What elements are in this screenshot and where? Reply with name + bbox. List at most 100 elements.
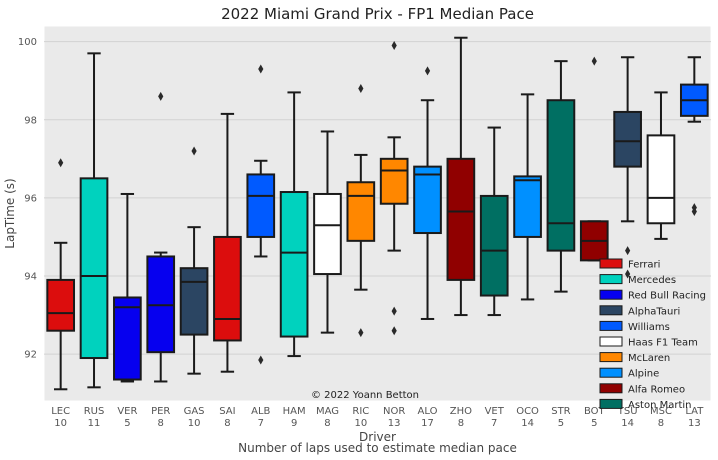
box-bot <box>579 56 609 262</box>
box-iqr <box>479 194 509 297</box>
x-tick-laps: 9 <box>291 418 297 429</box>
legend-label: Mercedes <box>628 275 676 286</box>
legend-item: Haas F1 Team <box>599 336 698 349</box>
x-tick-label: BOT <box>584 406 606 417</box>
box-iqr <box>113 296 142 381</box>
x-tick-laps: 7 <box>491 418 497 429</box>
legend-item: Alpine <box>599 367 659 380</box>
box-iqr <box>46 278 76 332</box>
x-tick-label: GAS <box>184 406 205 417</box>
legend-item: Ferrari <box>599 258 660 271</box>
x-tick-label: HAM <box>283 406 306 417</box>
y-tick-labels: 92 94 96 98 100 <box>18 37 37 361</box>
box-iqr <box>613 110 642 168</box>
x-tick-laps: 8 <box>158 418 164 429</box>
x-tick-laps: 5 <box>558 418 564 429</box>
x-tick-label: ALB <box>251 406 270 417</box>
outlier-marker <box>391 306 397 316</box>
outlier-marker <box>625 269 631 279</box>
legend-swatch <box>599 274 623 285</box>
x-tick-laps: 10 <box>54 418 67 429</box>
box-mag <box>313 130 342 334</box>
box-lat <box>679 56 709 217</box>
x-tick-label: OCO <box>516 406 539 417</box>
y-tick-label: 98 <box>24 115 37 126</box>
box-iqr <box>313 192 342 276</box>
x-tick-label: PER <box>151 406 170 417</box>
legend-label: Alfa Romeo <box>628 384 685 395</box>
x-tick-laps: 14 <box>621 418 634 429</box>
x-tick-label: ALO <box>418 406 438 417</box>
x-tick-labels: LEC10RUS11VER5PER8GAS10SAI8ALB7HAM9MAG8R… <box>51 406 704 429</box>
x-axis-sublabel: Number of laps used to estimate median p… <box>238 441 517 455</box>
legend-item: McLaren <box>599 352 670 364</box>
x-tick-label: LAT <box>685 406 704 417</box>
box-iqr <box>79 177 109 360</box>
x-tick-label: RUS <box>84 406 105 417</box>
x-tick-label: MAG <box>316 406 339 417</box>
box-alb <box>246 64 276 365</box>
x-tick-laps: 5 <box>124 418 130 429</box>
box-str <box>546 60 576 293</box>
x-tick-laps: 8 <box>658 418 664 429</box>
legend-label: McLaren <box>628 353 670 364</box>
legend-swatch <box>599 305 623 316</box>
outlier-marker <box>258 355 264 365</box>
box-tsu <box>613 56 642 279</box>
box-vet <box>479 126 509 317</box>
legend-label: AlphaTauri <box>628 306 680 317</box>
legend-label: Ferrari <box>628 260 660 271</box>
y-tick-label: 94 <box>24 272 37 283</box>
outlier-marker <box>591 56 597 66</box>
y-tick-label: 100 <box>18 37 37 48</box>
x-tick-laps: 5 <box>591 418 597 429</box>
legend-item: Red Bull Racing <box>599 289 706 302</box>
x-tick-label: TSU <box>617 406 638 417</box>
legend-label: Aston Martin <box>628 400 692 411</box>
box-iqr <box>513 175 542 238</box>
box-rus <box>79 52 109 389</box>
x-tick-label: SAI <box>219 406 235 417</box>
outlier-marker <box>625 246 631 256</box>
box-sai <box>213 112 242 373</box>
x-tick-label: VER <box>117 406 137 417</box>
x-tick-laps: 7 <box>258 418 264 429</box>
box-zho <box>446 36 476 317</box>
x-axis-label: Driver <box>359 430 396 444</box>
x-tick-laps: 8 <box>324 418 330 429</box>
legend-item: Alfa Romeo <box>599 383 685 395</box>
outlier-marker <box>358 328 364 338</box>
box-iqr <box>646 134 676 225</box>
legend-item: Aston Martin <box>599 398 692 411</box>
box-oco <box>513 93 542 301</box>
legend: Ferrari Mercedes Red Bull Racing AlphaTauri… <box>599 258 706 411</box>
box-iqr <box>179 267 209 336</box>
x-tick-label: MSC <box>650 406 672 417</box>
outlier-marker <box>691 207 697 217</box>
legend-item: Mercedes <box>599 274 676 286</box>
x-tick-label: LEC <box>51 406 70 417</box>
legend-label: Red Bull Racing <box>628 291 706 302</box>
legend-item: Williams <box>599 320 670 333</box>
box-alo <box>413 66 442 320</box>
box-msc <box>646 91 676 240</box>
box-iqr <box>413 165 442 235</box>
legend-swatch <box>599 367 623 378</box>
legend-item: AlphaTauri <box>599 305 680 317</box>
x-tick-laps: 10 <box>354 418 367 429</box>
y-axis-label: LapTime (s) <box>3 178 17 248</box>
legend-swatch <box>599 320 623 331</box>
legend-swatch <box>599 336 623 347</box>
legend-label: Haas F1 Team <box>628 338 698 349</box>
legend-swatch <box>599 289 623 300</box>
box-per <box>146 91 176 383</box>
outlier-marker <box>358 84 364 93</box>
outlier-marker <box>391 326 397 336</box>
x-tick-laps: 8 <box>458 418 464 429</box>
box-ham <box>279 91 309 358</box>
x-tick-laps: 13 <box>688 418 701 429</box>
outlier-marker <box>258 64 264 74</box>
y-tick-label: 96 <box>24 193 37 204</box>
box-ver <box>113 192 142 383</box>
